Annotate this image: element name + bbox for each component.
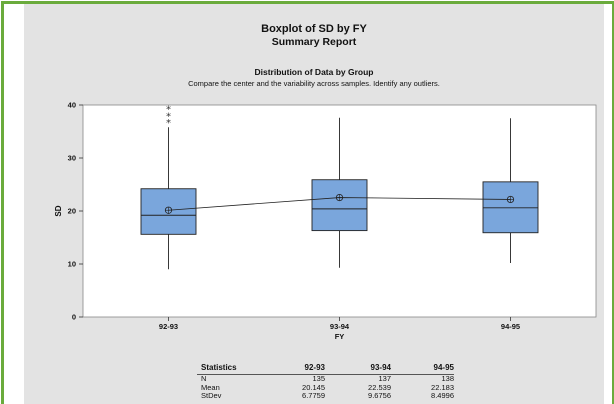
table-row: N 135 137 138 xyxy=(197,374,454,384)
table-cell: StDev xyxy=(201,391,222,400)
table-cell: 135 xyxy=(312,374,325,383)
table-cell: N xyxy=(201,374,207,383)
outlier-marker: * xyxy=(166,105,171,116)
statistics-header-cell: Statistics xyxy=(201,363,237,372)
table-cell: 6.7759 xyxy=(302,391,325,400)
x-tick-label: 93-94 xyxy=(330,322,350,331)
x-axis-label: FY xyxy=(335,332,345,341)
statistics-header-cell: 94-95 xyxy=(433,363,454,372)
table-cell: 8.4996 xyxy=(431,391,454,400)
chart-title: Distribution of Data by Group xyxy=(254,67,374,77)
table-cell: 20.145 xyxy=(302,382,325,392)
x-tick-label: 94-95 xyxy=(501,322,520,331)
chart-subtitle: Compare the center and the variability a… xyxy=(188,79,440,88)
table-cell: 22.183 xyxy=(431,382,454,392)
statistics-header-cell: 92-93 xyxy=(304,363,325,372)
y-tick-label: 40 xyxy=(68,101,76,110)
outlier-marker: * xyxy=(166,112,171,123)
report-subtitle: Summary Report xyxy=(271,36,357,48)
statistics-header-cell: 93-94 xyxy=(370,363,391,372)
outlier-marker: * xyxy=(166,118,171,129)
y-tick-label: 0 xyxy=(72,313,76,322)
box-94-95 xyxy=(482,181,539,234)
y-axis-label: SD xyxy=(54,205,63,216)
table-cell: 9.6756 xyxy=(368,391,391,400)
x-tick-label: 92-93 xyxy=(159,322,178,331)
y-tick-label: 20 xyxy=(68,207,76,216)
table-row: StDev 6.7759 9.6756 8.4996 xyxy=(197,391,454,401)
table-cell: 137 xyxy=(378,374,391,383)
report-title: Boxplot of SD by FY xyxy=(261,23,367,35)
report-panel: Boxplot of SD by FY Summary Report Distr… xyxy=(24,4,604,404)
table-cell: 22.539 xyxy=(368,382,391,392)
statistics-table: Statistics 92-93 93-94 94-95 N 135 137 1… xyxy=(197,363,454,401)
statistics-header-row: Statistics 92-93 93-94 94-95 xyxy=(197,363,454,375)
table-cell: Mean xyxy=(201,382,220,392)
table-row: Mean 20.145 22.539 22.183 xyxy=(197,382,454,393)
y-tick-label: 30 xyxy=(68,154,76,163)
y-tick-label: 10 xyxy=(68,260,76,269)
table-cell: 138 xyxy=(441,374,454,383)
box-93-94 xyxy=(311,179,368,232)
